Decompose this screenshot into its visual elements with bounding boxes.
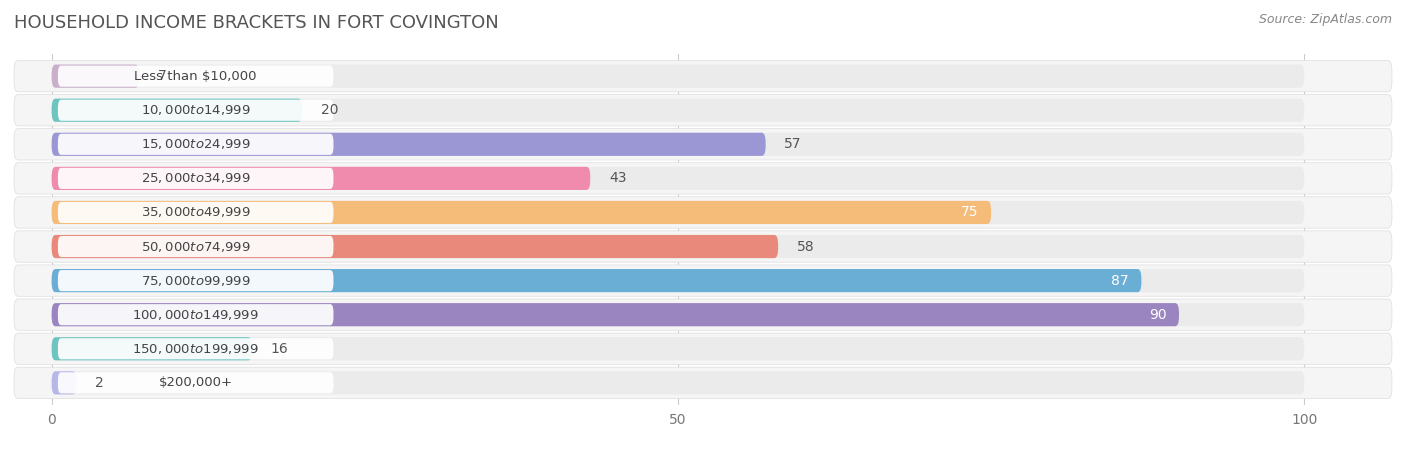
FancyBboxPatch shape: [52, 167, 1305, 190]
Text: 43: 43: [609, 171, 627, 185]
FancyBboxPatch shape: [52, 64, 1305, 88]
Text: 87: 87: [1111, 274, 1129, 288]
FancyBboxPatch shape: [58, 338, 333, 360]
FancyBboxPatch shape: [52, 371, 77, 395]
Text: Less than $10,000: Less than $10,000: [135, 70, 257, 83]
FancyBboxPatch shape: [52, 269, 1142, 292]
FancyBboxPatch shape: [52, 64, 139, 88]
FancyBboxPatch shape: [14, 367, 1392, 399]
FancyBboxPatch shape: [58, 99, 333, 121]
Text: 57: 57: [785, 137, 801, 151]
FancyBboxPatch shape: [52, 167, 591, 190]
FancyBboxPatch shape: [14, 299, 1392, 330]
FancyBboxPatch shape: [14, 60, 1392, 92]
Text: $200,000+: $200,000+: [159, 376, 232, 389]
FancyBboxPatch shape: [52, 99, 302, 122]
FancyBboxPatch shape: [52, 133, 766, 156]
FancyBboxPatch shape: [58, 304, 333, 325]
FancyBboxPatch shape: [14, 333, 1392, 364]
Text: 2: 2: [96, 376, 104, 390]
Text: $15,000 to $24,999: $15,000 to $24,999: [141, 137, 250, 151]
Text: $10,000 to $14,999: $10,000 to $14,999: [141, 103, 250, 117]
Text: 90: 90: [1149, 308, 1167, 322]
FancyBboxPatch shape: [52, 201, 1305, 224]
FancyBboxPatch shape: [58, 168, 333, 189]
FancyBboxPatch shape: [52, 303, 1305, 326]
Text: HOUSEHOLD INCOME BRACKETS IN FORT COVINGTON: HOUSEHOLD INCOME BRACKETS IN FORT COVING…: [14, 14, 499, 32]
FancyBboxPatch shape: [52, 303, 1180, 326]
FancyBboxPatch shape: [52, 269, 1305, 292]
Text: 7: 7: [157, 69, 167, 83]
Text: $25,000 to $34,999: $25,000 to $34,999: [141, 171, 250, 185]
Text: $50,000 to $74,999: $50,000 to $74,999: [141, 239, 250, 253]
Text: $100,000 to $149,999: $100,000 to $149,999: [132, 308, 259, 322]
FancyBboxPatch shape: [58, 372, 333, 393]
FancyBboxPatch shape: [58, 66, 333, 87]
Text: $75,000 to $99,999: $75,000 to $99,999: [141, 274, 250, 288]
Text: Source: ZipAtlas.com: Source: ZipAtlas.com: [1258, 14, 1392, 27]
FancyBboxPatch shape: [14, 197, 1392, 228]
FancyBboxPatch shape: [58, 270, 333, 291]
FancyBboxPatch shape: [14, 129, 1392, 160]
Text: 20: 20: [321, 103, 339, 117]
FancyBboxPatch shape: [58, 134, 333, 155]
FancyBboxPatch shape: [58, 236, 333, 257]
FancyBboxPatch shape: [52, 201, 991, 224]
FancyBboxPatch shape: [14, 231, 1392, 262]
FancyBboxPatch shape: [14, 265, 1392, 296]
FancyBboxPatch shape: [52, 235, 778, 258]
Text: $35,000 to $49,999: $35,000 to $49,999: [141, 206, 250, 220]
FancyBboxPatch shape: [52, 337, 252, 360]
Text: $150,000 to $199,999: $150,000 to $199,999: [132, 342, 259, 356]
FancyBboxPatch shape: [14, 163, 1392, 194]
FancyBboxPatch shape: [52, 133, 1305, 156]
FancyBboxPatch shape: [52, 337, 1305, 360]
FancyBboxPatch shape: [58, 202, 333, 223]
FancyBboxPatch shape: [52, 235, 1305, 258]
FancyBboxPatch shape: [14, 94, 1392, 126]
Text: 16: 16: [271, 342, 288, 356]
Text: 75: 75: [962, 206, 979, 220]
FancyBboxPatch shape: [52, 99, 1305, 122]
FancyBboxPatch shape: [52, 371, 1305, 395]
Text: 58: 58: [797, 239, 814, 253]
